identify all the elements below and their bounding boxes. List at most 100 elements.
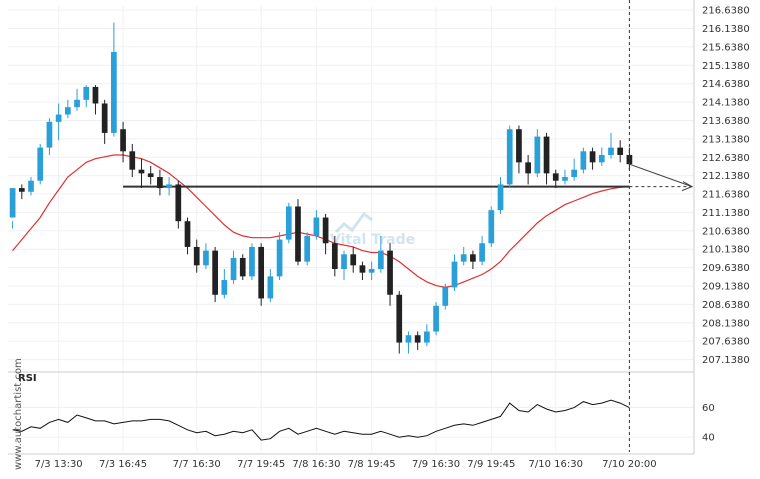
rsi-tick-label: 40 xyxy=(702,433,715,444)
price-tick-label: 211.6380 xyxy=(702,190,750,201)
candle-layer xyxy=(9,22,633,354)
price-tick-label: 209.1380 xyxy=(702,281,750,292)
candle-body xyxy=(617,147,624,155)
candle-body xyxy=(55,114,62,122)
price-tick-label: 212.1380 xyxy=(702,171,750,182)
candle-body xyxy=(626,154,633,165)
candle-body xyxy=(203,250,209,266)
candle-body xyxy=(212,250,218,295)
candle-body xyxy=(157,177,163,189)
price-tick-label: 213.6380 xyxy=(702,116,750,127)
price-tick-label: 207.6380 xyxy=(702,337,750,348)
candle-body xyxy=(111,51,117,133)
price-tick-label: 216.6380 xyxy=(702,6,750,17)
candle-body xyxy=(120,129,126,152)
rsi-tick-label: 60 xyxy=(702,403,715,414)
candle-body xyxy=(552,173,559,181)
candle-body xyxy=(562,177,568,181)
site-watermark: www.autochartist.com xyxy=(13,358,24,470)
candle-body xyxy=(83,86,90,100)
price-tick-label: 214.1380 xyxy=(702,98,750,109)
candle-body xyxy=(322,217,329,244)
candle-body xyxy=(506,129,513,185)
candle-body xyxy=(488,210,495,244)
moving-average-line xyxy=(12,154,630,289)
x-tick-label: 7/8 19:45 xyxy=(348,459,396,470)
x-tick-label: 7/3 16:45 xyxy=(99,459,147,470)
x-tick-label: 7/7 16:30 xyxy=(173,459,221,470)
candle-body xyxy=(525,162,531,174)
candle-body xyxy=(221,280,228,295)
price-tick-label: 215.1380 xyxy=(702,61,750,72)
candle-body xyxy=(341,254,347,270)
x-tick-label: 7/9 19:45 xyxy=(467,459,515,470)
candle-body xyxy=(571,169,578,178)
candle-body xyxy=(516,129,522,163)
candle-body xyxy=(295,206,301,262)
candle-body xyxy=(166,184,172,189)
rsi-line xyxy=(12,399,630,441)
candle-body xyxy=(433,305,439,332)
price-tick-label: 216.1380 xyxy=(702,24,750,35)
candle-body xyxy=(543,136,550,174)
candle-body xyxy=(138,169,145,174)
candle-body xyxy=(28,180,34,192)
candle-body xyxy=(175,184,182,222)
candle-body xyxy=(414,335,421,343)
candle-body xyxy=(534,136,541,174)
candle-body xyxy=(598,154,605,163)
candle-body xyxy=(377,250,384,270)
candle-body xyxy=(129,151,136,170)
candle-body xyxy=(239,257,246,277)
rsi-layer xyxy=(12,399,630,441)
price-tick-label: 210.1380 xyxy=(702,245,750,256)
candle-body xyxy=(368,269,375,273)
grid-layer xyxy=(8,6,694,452)
price-tick-label: 209.6380 xyxy=(702,263,750,274)
price-tick-label: 215.6380 xyxy=(702,42,750,53)
candle-body xyxy=(331,243,338,270)
x-tick-label: 7/3 13:30 xyxy=(35,459,83,470)
axis-layer: 216.6380 216.1380 215.6380 215.1380 214.6380… xyxy=(8,0,750,470)
candle-body xyxy=(74,99,80,108)
price-tick-label: 207.1380 xyxy=(702,355,750,366)
logo-watermark: Vital Trade xyxy=(330,211,415,248)
price-tick-label: 208.6380 xyxy=(702,300,750,311)
candle-body xyxy=(147,173,154,178)
x-tick-label: 7/8 16:30 xyxy=(292,459,340,470)
rsi-label: RSI xyxy=(18,373,37,384)
candle-body xyxy=(350,254,357,266)
candle-body xyxy=(304,235,311,262)
candle-body xyxy=(267,276,274,299)
candle-body xyxy=(470,254,476,262)
candle-body xyxy=(313,217,320,236)
price-tick-label: 213.1380 xyxy=(702,134,750,145)
candle-body xyxy=(424,331,430,343)
candle-body xyxy=(387,250,393,295)
price-tick-label: 212.6380 xyxy=(702,153,750,164)
candle-body xyxy=(37,147,44,181)
candle-body xyxy=(589,151,596,163)
candle-body xyxy=(608,147,614,155)
price-tick-label: 210.6380 xyxy=(702,226,750,237)
ma-layer xyxy=(12,154,630,289)
logo-watermark-text: Vital Trade xyxy=(330,232,415,248)
candle-body xyxy=(18,188,25,192)
watermark-layer: Vital Trade xyxy=(330,211,415,248)
candle-body xyxy=(460,254,467,262)
candle-body xyxy=(442,287,449,306)
candle-body xyxy=(580,151,587,170)
forecast-arrow-head xyxy=(681,181,694,192)
forecast-arrow-line xyxy=(629,163,693,188)
candle-body xyxy=(479,243,485,262)
candle-body xyxy=(258,246,265,299)
candle-body xyxy=(184,221,191,247)
x-tick-label: 7/7 19:45 xyxy=(237,459,285,470)
candle-body xyxy=(193,246,200,266)
candle-body xyxy=(396,294,403,343)
x-tick-label: 7/10 20:00 xyxy=(602,459,656,470)
x-tick-label: 7/10 16:30 xyxy=(529,459,583,470)
candle-body xyxy=(497,184,504,211)
price-tick-label: 214.6380 xyxy=(702,79,750,90)
